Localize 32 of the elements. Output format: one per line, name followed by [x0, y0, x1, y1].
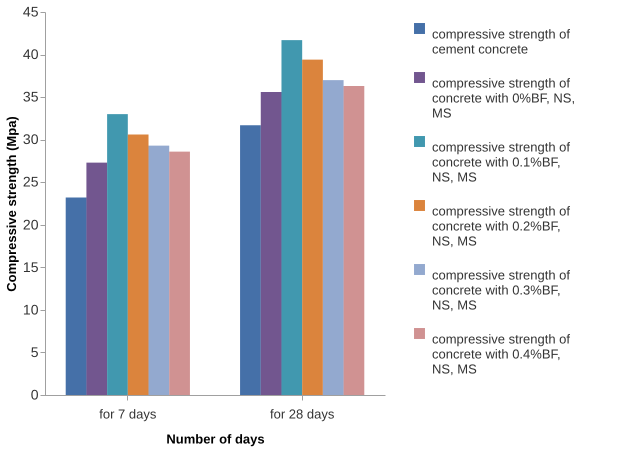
bar [322, 80, 344, 395]
bar [107, 114, 128, 395]
bar [344, 86, 364, 395]
bar [148, 146, 170, 395]
legend-label: compressive strength of concrete with 0.4%BF, NS, MS [432, 332, 570, 376]
y-tick-label: 0 [30, 386, 39, 402]
bar [281, 40, 302, 395]
y-tick-label: 40 [22, 46, 39, 62]
legend-label: compressive strength of concrete with 0%BF, NS, MS [432, 76, 576, 120]
y-axis-title: Compressive strength (Mpa) [4, 116, 19, 292]
bar [302, 60, 323, 395]
y-tick-label: 10 [22, 301, 39, 318]
bar [260, 92, 282, 395]
y-tick-label: 30 [22, 131, 39, 148]
x-axis-title: Number of days [166, 432, 265, 446]
y-tick-label: 45 [22, 4, 39, 20]
x-tick-label: for 28 days [270, 406, 335, 422]
legend-label: compressive strength of concrete with 0.2%BF, NS, MS [432, 204, 570, 248]
y-tick-label: 20 [22, 216, 39, 232]
bar [128, 134, 149, 395]
legend-label: compressive strength of concrete with 0.1%BF, NS, MS [432, 140, 570, 184]
y-tick-label: 35 [22, 88, 39, 105]
bar [66, 198, 86, 395]
bar [240, 125, 261, 395]
legend-label: compressive strength of cement concrete [432, 26, 570, 56]
y-tick-label: 5 [30, 344, 39, 360]
legend-label: compressive strength of concrete with 0.3%BF, NS, MS [432, 268, 570, 312]
bar [86, 162, 108, 395]
x-tick-label: for 7 days [99, 406, 157, 422]
y-tick-label: 15 [22, 258, 39, 275]
y-tick-label: 25 [22, 174, 39, 190]
bar [169, 152, 190, 395]
